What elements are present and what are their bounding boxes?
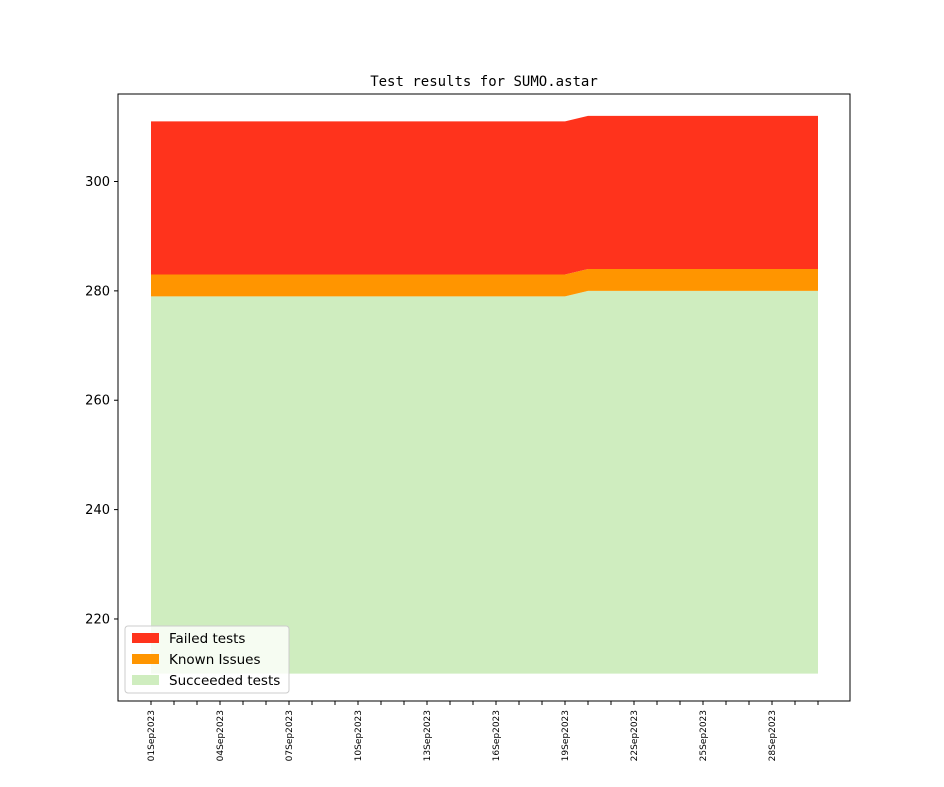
- y-tick-label: 260: [85, 394, 110, 409]
- x-tick-label: 04Sep2023: [216, 710, 226, 761]
- area-succeeded-tests: [151, 290, 818, 674]
- x-tick-label: 19Sep2023: [561, 710, 571, 761]
- x-tick-label: 22Sep2023: [630, 710, 640, 761]
- legend: Failed tests Known Issues Succeeded tests: [124, 625, 290, 694]
- chart-title: Test results for SUMO.astar: [370, 74, 598, 90]
- x-tick-label: 28Sep2023: [768, 710, 778, 761]
- area-known-issues: [151, 268, 818, 297]
- chart-areas: [151, 115, 818, 674]
- y-tick-label: 240: [85, 503, 110, 518]
- x-axis: 01Sep2023 04Sep2023 07Sep2023 10Sep2023 13Se…: [147, 701, 819, 761]
- area-failed-tests: [151, 115, 818, 275]
- x-tick-label: 25Sep2023: [699, 710, 709, 761]
- y-axis: 220 240 260 280 300: [85, 175, 118, 627]
- y-tick-label: 220: [85, 612, 110, 627]
- legend-label-failed-tests: Failed tests: [169, 631, 245, 647]
- legend-box: [124, 625, 290, 694]
- x-tick-label: 16Sep2023: [492, 710, 502, 761]
- y-tick-label: 300: [85, 175, 110, 190]
- x-tick-label: 13Sep2023: [423, 710, 433, 761]
- plot-frame: [117, 93, 851, 702]
- x-tick-label: 10Sep2023: [354, 710, 364, 761]
- legend-swatch-failed-tests: [132, 633, 159, 643]
- x-tick-label: 01Sep2023: [147, 710, 157, 761]
- y-tick-label: 280: [85, 284, 110, 299]
- x-tick-label: 07Sep2023: [285, 710, 295, 761]
- legend-swatch-known-issues: [132, 654, 159, 664]
- legend-label-succeeded-tests: Succeeded tests: [169, 673, 280, 689]
- legend-swatch-succeeded-tests: [132, 675, 159, 685]
- legend-label-known-issues: Known Issues: [169, 652, 261, 668]
